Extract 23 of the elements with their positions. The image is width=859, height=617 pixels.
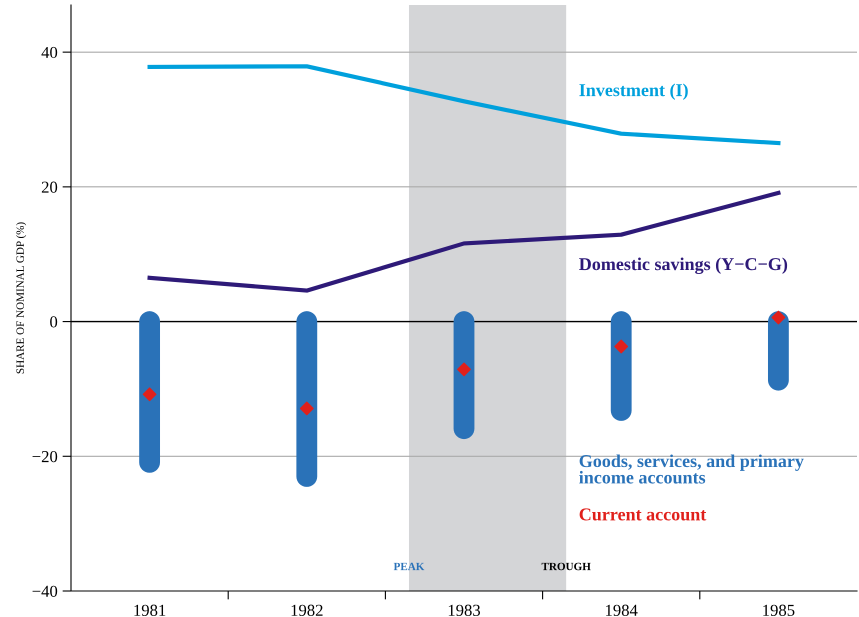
y-tick-label: −20: [32, 450, 58, 462]
text: Current account: [580, 508, 706, 521]
y-tick-label: 20: [42, 182, 58, 193]
y-tick-label: 40: [41, 46, 58, 58]
x-tick-label: 1984: [606, 604, 638, 616]
point: [457, 362, 471, 376]
series-label: Investment (I): [579, 84, 688, 100]
line-series: [148, 64, 780, 146]
x-tick-label: 1983: [448, 604, 480, 616]
point: [771, 310, 786, 324]
point: [300, 402, 314, 416]
annotation: PEAK: [394, 562, 424, 570]
series-label: Domestic savings (Y−C−G): [579, 258, 788, 274]
y-axis-title: SHARE OF NOMINAL GDP (%): [16, 222, 26, 374]
x-tick-label: 1981: [134, 604, 166, 616]
x-tick-label: 1982: [292, 604, 323, 616]
annotation: TROUGH: [542, 562, 591, 570]
y-tick-label: −40: [32, 586, 58, 597]
y-tick-label: 0: [50, 316, 58, 328]
point: [142, 387, 157, 402]
point: [614, 340, 628, 354]
x-tick-label: 1985: [763, 604, 794, 616]
text: Goods, services, and primary income accounts: [579, 454, 804, 484]
